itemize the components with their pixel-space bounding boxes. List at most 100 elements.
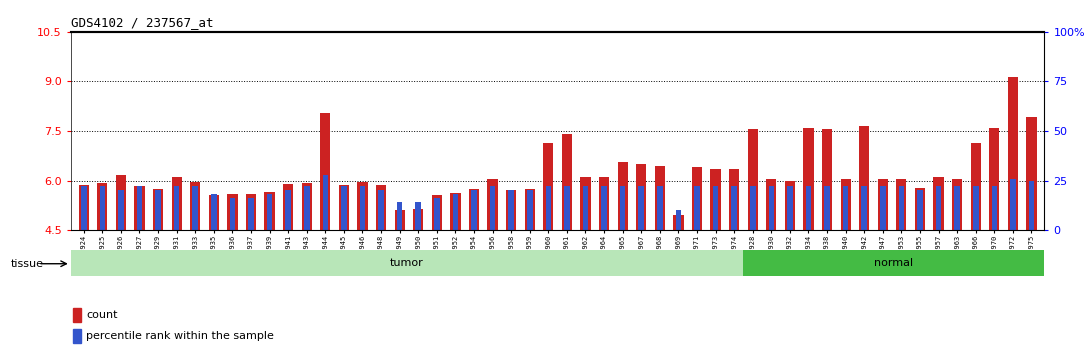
Bar [657, 187, 663, 230]
Bar [248, 198, 254, 230]
Bar [283, 184, 294, 230]
Bar [395, 210, 405, 230]
Bar [620, 187, 626, 230]
Bar [543, 143, 554, 230]
Bar [750, 187, 755, 230]
Bar [71, 32, 1044, 230]
Bar [768, 187, 774, 230]
Bar [862, 187, 867, 230]
Bar [285, 190, 290, 230]
Bar [915, 188, 925, 230]
Bar [1007, 78, 1018, 230]
Bar [357, 182, 368, 230]
Bar [376, 185, 386, 230]
Bar [73, 308, 81, 322]
Bar [954, 187, 960, 230]
Bar [602, 187, 607, 230]
Bar [506, 190, 516, 230]
Bar [508, 190, 514, 230]
Bar [174, 187, 180, 230]
Bar [803, 129, 814, 230]
Bar [743, 250, 1044, 276]
Text: GDS4102 / 237567_at: GDS4102 / 237567_at [71, 16, 213, 29]
Bar [692, 167, 702, 230]
Bar [897, 179, 906, 230]
Bar [676, 210, 681, 230]
Bar [1026, 117, 1037, 230]
Bar [137, 187, 143, 230]
Bar [230, 198, 235, 230]
Bar [860, 126, 869, 230]
Bar [267, 194, 272, 230]
Bar [156, 190, 161, 230]
Bar [434, 198, 440, 230]
Bar [731, 187, 737, 230]
Bar [246, 194, 256, 230]
Bar [81, 187, 87, 230]
Bar [1028, 181, 1035, 230]
Bar [564, 187, 570, 230]
Bar [1010, 178, 1016, 230]
Bar [193, 187, 198, 230]
Bar [766, 179, 777, 230]
Bar [545, 187, 552, 230]
Bar [561, 134, 572, 230]
Bar [227, 194, 237, 230]
Bar [209, 195, 219, 230]
Text: count: count [86, 310, 118, 320]
Bar [784, 181, 795, 230]
Bar [583, 187, 589, 230]
Bar [673, 215, 683, 230]
Bar [639, 187, 644, 230]
Bar [469, 189, 479, 230]
Bar [450, 193, 460, 230]
Bar [190, 182, 200, 230]
Bar [99, 187, 106, 230]
Bar [841, 179, 851, 230]
Bar [153, 189, 163, 230]
Bar [878, 179, 888, 230]
Bar [115, 175, 126, 230]
Bar [487, 179, 497, 230]
Bar [73, 329, 81, 343]
Bar [973, 187, 978, 230]
Bar [970, 143, 981, 230]
Bar [342, 187, 347, 230]
Bar [599, 177, 609, 230]
Bar [655, 166, 665, 230]
Bar [360, 187, 366, 230]
Text: tissue: tissue [11, 259, 44, 269]
Bar [618, 162, 628, 230]
Bar [413, 209, 423, 230]
Bar [710, 169, 720, 230]
Bar [580, 177, 591, 230]
Bar [338, 184, 349, 230]
Bar [787, 187, 793, 230]
Bar [991, 187, 997, 230]
Bar [806, 187, 812, 230]
Bar [71, 250, 743, 276]
Bar [432, 195, 442, 230]
Bar [264, 192, 274, 230]
Bar [747, 129, 758, 230]
Bar [527, 190, 532, 230]
Bar [134, 187, 145, 230]
Bar [97, 183, 108, 230]
Bar [490, 187, 495, 230]
Bar [301, 183, 312, 230]
Bar [416, 202, 421, 230]
Text: tumor: tumor [391, 258, 424, 268]
Bar [524, 189, 535, 230]
Bar [78, 185, 89, 230]
Bar [119, 190, 124, 230]
Bar [211, 194, 217, 230]
Text: normal: normal [875, 258, 914, 268]
Bar [843, 187, 849, 230]
Bar [636, 164, 646, 230]
Bar [304, 187, 309, 230]
Bar [989, 128, 1000, 230]
Bar [471, 190, 477, 230]
Bar [934, 177, 943, 230]
Bar [729, 169, 739, 230]
Text: percentile rank within the sample: percentile rank within the sample [86, 331, 274, 341]
